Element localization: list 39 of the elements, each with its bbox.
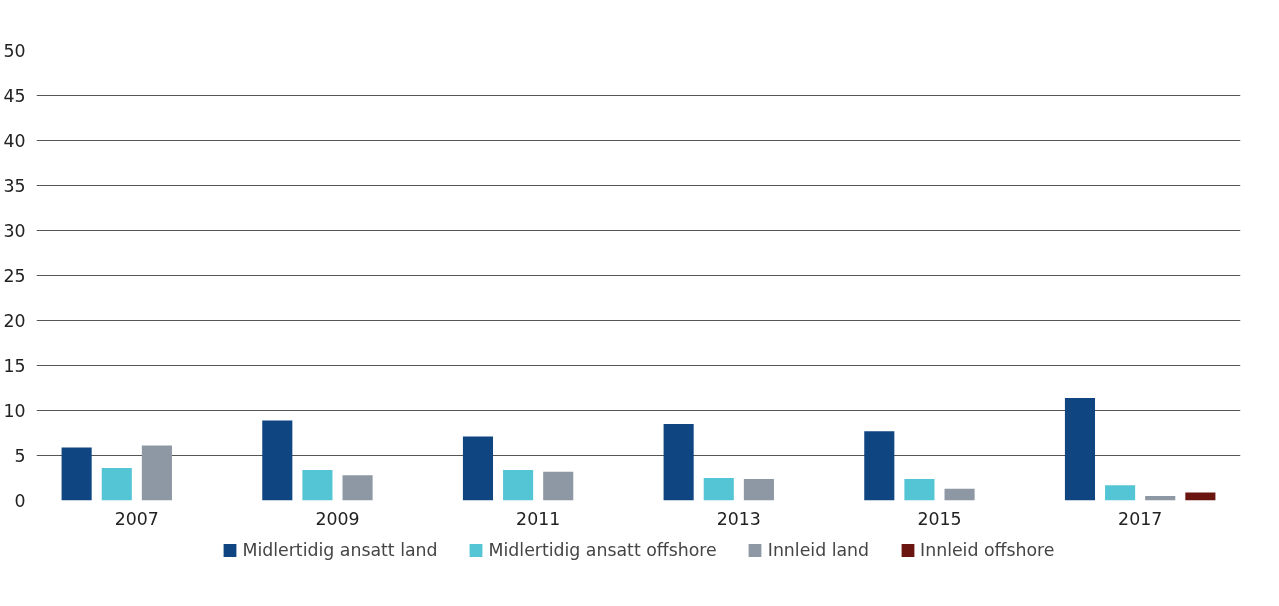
x-tick-label: 2013 <box>716 508 761 529</box>
bar <box>904 478 935 501</box>
bar <box>743 478 774 501</box>
bar <box>462 436 494 501</box>
y-tick-label: 50 <box>3 41 26 61</box>
x-tick-label: 2007 <box>114 508 159 529</box>
bar <box>1064 397 1096 501</box>
bar <box>1185 492 1216 501</box>
legend-label: Innleid offshore <box>920 540 1055 560</box>
bar <box>1105 485 1136 501</box>
y-tick-label: 40 <box>3 131 26 151</box>
bar <box>864 431 895 501</box>
x-tick-label: 2017 <box>1118 508 1163 529</box>
bar <box>342 475 373 501</box>
x-tick-label: 2011 <box>516 508 561 529</box>
x-tick-label: 2009 <box>315 508 360 529</box>
legend-label: Innleid land <box>767 540 870 560</box>
bar <box>262 420 293 501</box>
y-tick-label: 5 <box>14 446 26 466</box>
y-tick-label: 30 <box>3 221 26 241</box>
bar <box>101 468 132 501</box>
y-tick-label: 35 <box>3 176 26 196</box>
bar <box>503 469 534 501</box>
y-tick-label: 25 <box>3 266 26 286</box>
bar <box>543 471 574 501</box>
y-tick-label: 10 <box>3 401 26 421</box>
bar <box>61 447 92 501</box>
y-tick-label: 15 <box>3 356 26 376</box>
x-tick-label: 2015 <box>917 508 962 529</box>
y-tick-label: 45 <box>3 86 26 106</box>
legend-label: Midlertidig ansatt offshore <box>488 540 717 560</box>
bar <box>944 488 975 501</box>
bar <box>141 445 172 501</box>
y-tick-label: 0 <box>14 491 26 511</box>
y-tick-label: 20 <box>3 311 26 331</box>
legend-label: Midlertidig ansatt land <box>242 540 438 560</box>
bar <box>663 424 694 501</box>
bar <box>703 478 734 501</box>
bar <box>302 469 333 501</box>
